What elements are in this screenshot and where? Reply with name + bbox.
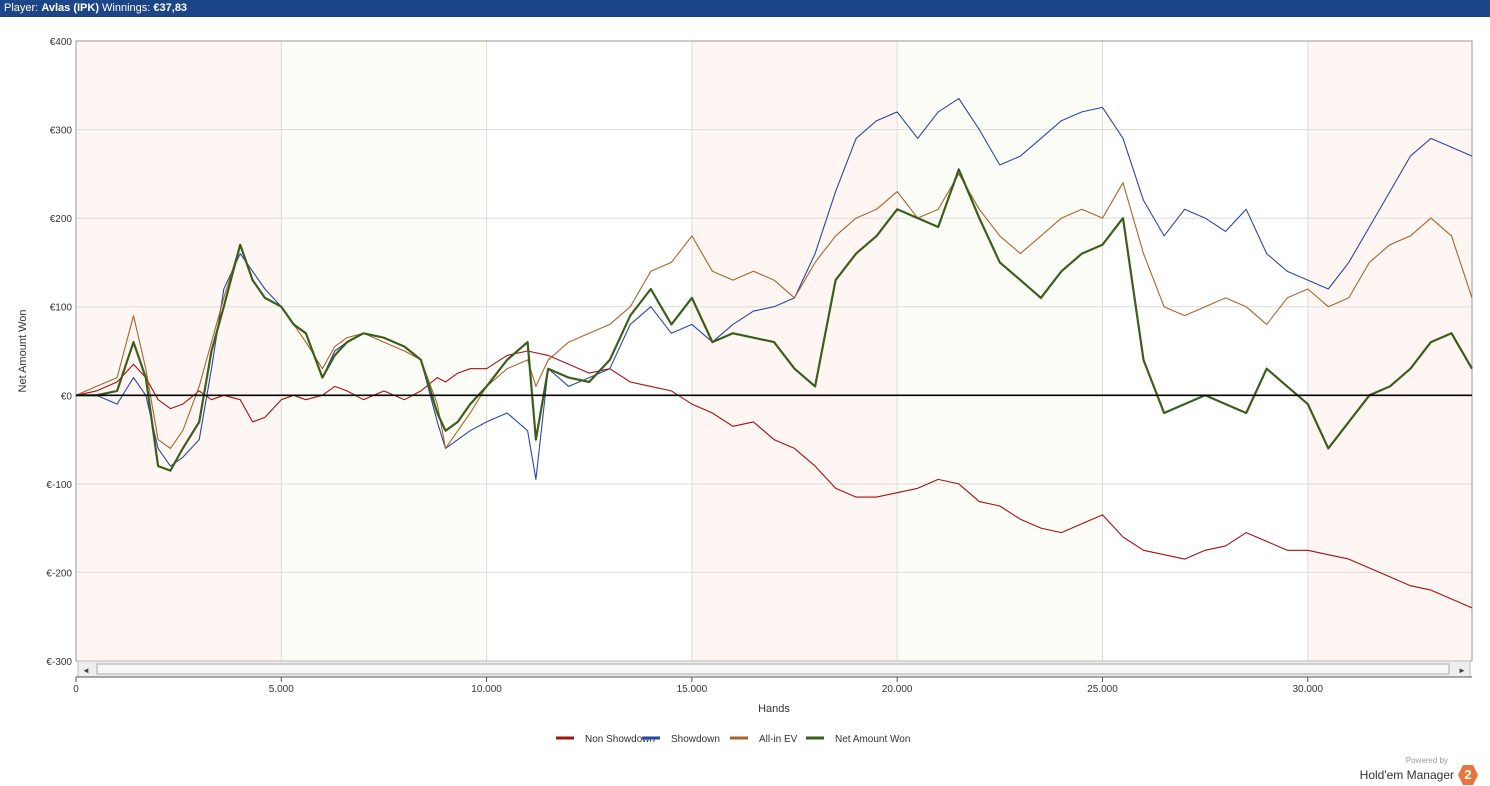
x-tick-label: 30.000 (1292, 684, 1323, 695)
header-bar: Player: Avlas (IPK) Winnings: €37,83 (0, 0, 1490, 17)
y-axis-label: Net Amount Won (17, 310, 29, 393)
y-tick-label: €200 (50, 214, 73, 225)
series-line-showdown (76, 98, 1473, 480)
legend-label: All-in EV (759, 734, 798, 745)
x-tick-label: 20.000 (882, 684, 913, 695)
x-tick-label: 5.000 (269, 684, 294, 695)
legend-item: Showdown (642, 734, 720, 745)
y-tick-label: €-300 (46, 657, 72, 668)
y-axis-ticks: €-300 €-200 €-100 €0 €100 €200 €300 €400 (46, 37, 72, 668)
background-band (281, 41, 487, 661)
y-tick-label: €300 (50, 126, 73, 137)
background-band (76, 41, 282, 661)
scrollbar-thumb[interactable] (96, 663, 1450, 675)
horizontal-scrollbar[interactable]: ◄ ► (77, 660, 1471, 678)
player-label: Player: (4, 2, 39, 14)
y-tick-label: €-200 (46, 568, 72, 579)
y-tick-label: €100 (50, 303, 73, 314)
scroll-left-arrow[interactable]: ◄ (82, 666, 90, 675)
series-line-non-showdown (75, 350, 1473, 609)
series-line-net-amount-won (76, 168, 1473, 472)
x-tick-label: 15.000 (677, 684, 708, 695)
background-band (1102, 41, 1308, 661)
player-name: Avlas (IPK) (41, 2, 99, 14)
product-name: Hold'em Manager (1359, 768, 1454, 782)
x-tick-label: 10.000 (471, 684, 502, 695)
background-band (897, 41, 1103, 661)
background-band (691, 41, 898, 661)
background-band (486, 41, 692, 661)
x-tick-label: 25.000 (1087, 684, 1118, 695)
legend-label: Showdown (671, 734, 720, 745)
background-bands (76, 41, 1472, 661)
powered-by-text: Powered by (1405, 756, 1448, 765)
legend-item: All-in EV (730, 734, 798, 745)
x-axis-ticks: 0 5.000 10.000 15.000 20.000 25.000 30.000 (73, 677, 1323, 695)
hm2-badge-icon: 2 (1458, 765, 1478, 785)
background-band (1307, 41, 1472, 661)
legend: Non Showdown Showdown All-in EV Net Amount … (556, 734, 910, 745)
x-axis-label: Hands (758, 703, 790, 715)
series-lines (75, 98, 1473, 609)
legend-item: Net Amount Won (806, 734, 910, 745)
scroll-right-arrow[interactable]: ► (1458, 666, 1466, 675)
winnings-label: Winnings: (102, 2, 151, 14)
line-chart: €-300 €-200 €-100 €0 €100 €200 €300 €400 0 5.000… (17, 37, 1473, 745)
y-tick-label: €-100 (46, 480, 72, 491)
legend-label: Net Amount Won (835, 734, 910, 745)
holdem-manager-logo: Powered by Hold'em Manager 2 (1360, 756, 1478, 785)
y-tick-label: €400 (50, 37, 73, 48)
legend-label: Non Showdown (585, 734, 655, 745)
y-tick-label: €0 (61, 391, 73, 402)
winnings-value: €37,83 (153, 2, 188, 14)
legend-item: Non Showdown (556, 734, 655, 745)
x-tick-label: 0 (73, 684, 79, 695)
